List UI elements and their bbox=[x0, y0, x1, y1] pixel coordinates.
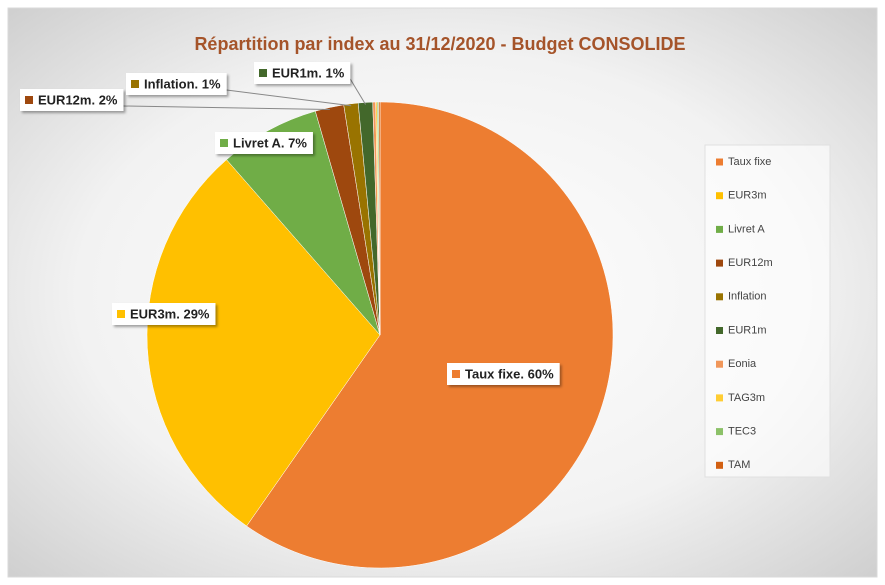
legend-label: Eonia bbox=[728, 358, 757, 370]
legend-marker bbox=[716, 461, 723, 469]
data-label: EUR1m. 1% bbox=[272, 65, 345, 80]
data-label-box bbox=[126, 73, 227, 95]
legend-label: Inflation bbox=[728, 291, 767, 303]
data-label: Taux fixe. 60% bbox=[465, 366, 554, 381]
data-label-box bbox=[215, 132, 313, 154]
data-label: Inflation. 1% bbox=[144, 76, 221, 91]
legend-label: Livret A bbox=[728, 223, 765, 235]
data-label-marker bbox=[259, 69, 267, 77]
pie-slice bbox=[146, 159, 381, 527]
legend-label: TAM bbox=[728, 459, 750, 471]
pie-slice bbox=[246, 101, 614, 569]
legend-marker bbox=[716, 360, 723, 368]
data-label: EUR12m. 2% bbox=[38, 92, 118, 107]
legend-marker bbox=[716, 225, 723, 233]
pie-slice bbox=[378, 101, 381, 336]
data-label: Livret A. 7% bbox=[233, 135, 307, 150]
data-label-box bbox=[112, 303, 216, 325]
legend-marker bbox=[716, 293, 723, 301]
leader-line bbox=[226, 89, 352, 107]
data-label-marker bbox=[25, 96, 33, 104]
data-label-marker bbox=[131, 80, 139, 88]
legend-marker bbox=[716, 327, 723, 334]
legend-marker bbox=[716, 428, 723, 436]
data-label-box bbox=[20, 89, 124, 111]
legend-label: EUR12m bbox=[728, 257, 773, 269]
legend-marker bbox=[716, 259, 723, 267]
data-label-box bbox=[254, 62, 351, 84]
leader-line bbox=[349, 78, 366, 105]
legend-label: TAG3m bbox=[728, 392, 765, 404]
legend-marker bbox=[716, 394, 723, 402]
data-label-marker bbox=[452, 370, 460, 378]
legend-box bbox=[704, 144, 831, 478]
leader-line bbox=[123, 105, 330, 111]
legend-label: EUR3m bbox=[728, 190, 767, 202]
legend-marker bbox=[716, 192, 723, 200]
data-label-marker bbox=[117, 310, 125, 318]
pie-slice bbox=[226, 110, 381, 336]
legend-marker bbox=[716, 158, 723, 166]
legend-label: EUR1m bbox=[728, 324, 767, 336]
legend-label: Taux fixe bbox=[728, 156, 771, 168]
legend-label: TEC3 bbox=[728, 426, 756, 438]
data-label: EUR3m. 29% bbox=[130, 306, 210, 321]
data-label-box bbox=[447, 363, 560, 385]
chart-title: Répartition par index au 31/12/2020 - Bu… bbox=[194, 34, 685, 54]
data-label-marker bbox=[220, 139, 228, 147]
